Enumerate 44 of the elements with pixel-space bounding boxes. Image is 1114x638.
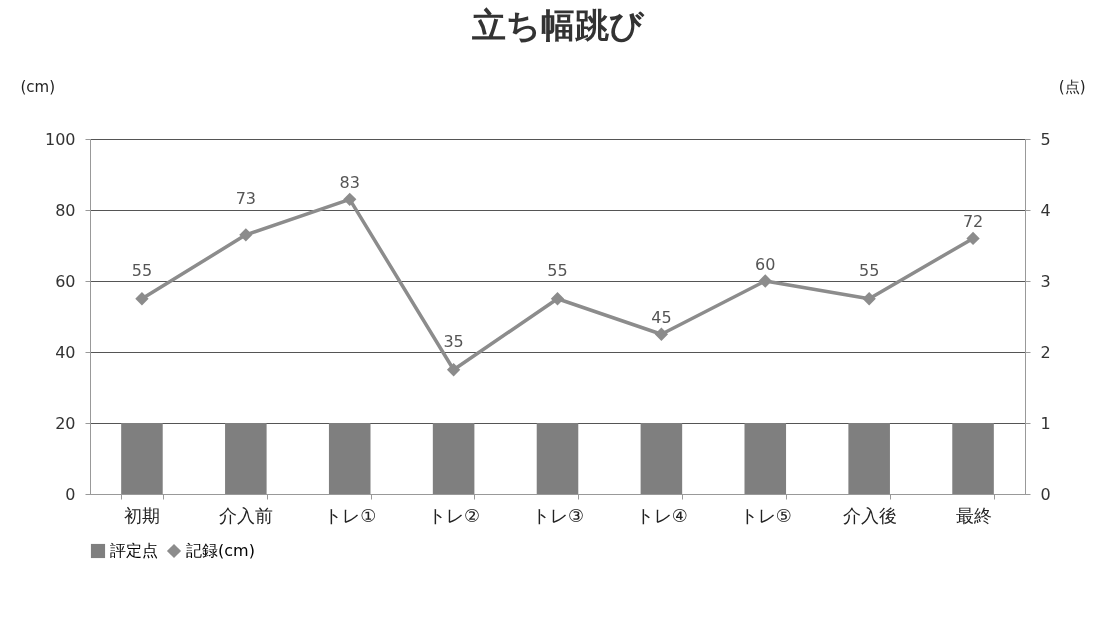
y2-tick-label: 1 bbox=[1040, 413, 1051, 433]
chart-title: 立ち幅跳び bbox=[470, 5, 645, 45]
y2-tick-label: 5 bbox=[1040, 129, 1051, 149]
point bbox=[862, 292, 876, 305]
data-label: 55 bbox=[131, 260, 153, 280]
legend-label: 評定点 bbox=[110, 541, 158, 560]
data-label: 73 bbox=[235, 188, 257, 208]
point bbox=[966, 232, 980, 245]
y-tick-label: 100 bbox=[44, 129, 76, 149]
x-tick-label: トレ④ bbox=[635, 504, 688, 526]
y2-tick-label: 3 bbox=[1040, 271, 1051, 291]
y-tick-label: 60 bbox=[55, 271, 76, 291]
legend-label: 記録(cm) bbox=[186, 541, 255, 560]
x-tick-label: 介入前 bbox=[219, 504, 274, 526]
y2-tick-label: 4 bbox=[1040, 200, 1051, 220]
point bbox=[551, 292, 564, 305]
y2-axis-title: (点) bbox=[1058, 77, 1086, 96]
y2-tick-label: 0 bbox=[1040, 484, 1051, 504]
data-label: 83 bbox=[339, 173, 360, 193]
point bbox=[135, 292, 149, 305]
point bbox=[343, 193, 356, 206]
point bbox=[655, 328, 668, 341]
y-tick-label: 20 bbox=[55, 413, 76, 433]
data-label: 35 bbox=[443, 331, 464, 351]
point bbox=[239, 228, 253, 242]
x-tick-label: 最終 bbox=[955, 504, 992, 526]
point bbox=[447, 363, 460, 376]
x-tick-label: トレ① bbox=[324, 504, 377, 526]
x-tick-label: トレ② bbox=[428, 504, 481, 526]
data-label: 55 bbox=[547, 260, 568, 280]
y-tick-label: 40 bbox=[55, 342, 76, 362]
data-label: 72 bbox=[962, 212, 984, 232]
data-label: 55 bbox=[858, 260, 880, 280]
x-tick-label: 初期 bbox=[124, 504, 161, 526]
data-label: 45 bbox=[651, 308, 672, 328]
y-tick-label: 0 bbox=[65, 484, 76, 504]
x-tick-label: トレ③ bbox=[531, 504, 585, 526]
data-label: 60 bbox=[755, 255, 776, 274]
y2-tick-label: 2 bbox=[1040, 342, 1051, 362]
x-tick-label: 介入後 bbox=[842, 504, 897, 526]
x-tick-label: トレ⑤ bbox=[739, 504, 792, 526]
point bbox=[759, 274, 772, 288]
y-axis-title: (cm) bbox=[20, 77, 56, 96]
y-tick-label: 80 bbox=[55, 200, 76, 220]
